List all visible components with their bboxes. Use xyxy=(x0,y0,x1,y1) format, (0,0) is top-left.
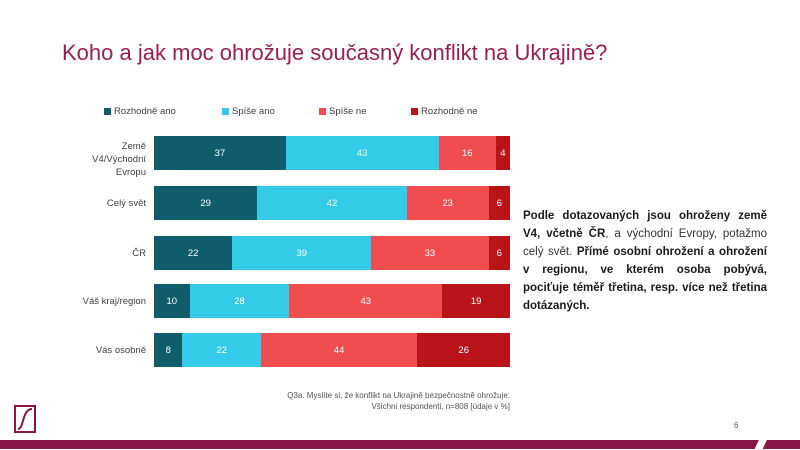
data-label: 22 xyxy=(216,344,227,356)
page-title: Koho a jak moc ohrožuje současný konflik… xyxy=(62,40,608,65)
data-label: 16 xyxy=(461,147,473,159)
bar-segment: 29 xyxy=(154,186,258,220)
legend-item: Rozhodně ano xyxy=(104,106,176,117)
data-label: 39 xyxy=(296,247,308,259)
category-label: Země V4/Východní Evropu xyxy=(92,141,146,178)
legend-item: Rozhodně ne xyxy=(411,106,478,117)
category-label: Vás osobně xyxy=(95,344,146,356)
data-label: 33 xyxy=(424,247,436,259)
summary-note: Podle dotazovaných jsou ohroženy země V4… xyxy=(523,207,767,315)
legend-label: Rozhodně ano xyxy=(114,106,176,117)
source-line-2: Všichni respondenti, n=808 [údaje v %] xyxy=(371,402,510,411)
note-normal: , a východní Evropy, potažmo celý svět. xyxy=(523,228,768,258)
bar-segment: 8 xyxy=(154,333,183,367)
bar-segment: 6 xyxy=(488,236,510,270)
bar-segment: 23 xyxy=(406,186,489,220)
bar-segment: 44 xyxy=(260,333,418,367)
legend-label: Spíše ano xyxy=(232,106,275,117)
legend-item: Spíše ano xyxy=(222,106,275,117)
bar-segment: 43 xyxy=(285,136,439,170)
data-label: 44 xyxy=(333,344,345,356)
category-label: Váš kraj/region xyxy=(82,295,146,307)
category-label: ČR xyxy=(132,247,146,259)
legend-swatch xyxy=(104,108,111,115)
bar-segment: 16 xyxy=(438,136,496,170)
bar-segment: 22 xyxy=(154,236,233,270)
data-label: 6 xyxy=(496,247,502,259)
legend-swatch xyxy=(319,108,326,115)
legend-label: Spíše ne xyxy=(329,106,367,117)
data-label: 4 xyxy=(500,147,506,159)
bar-segment: 19 xyxy=(442,284,510,318)
page-number: 6 xyxy=(734,421,739,430)
bar-segment: 22 xyxy=(182,333,261,367)
note-bold-2: Přímé osobní ohrožení a ohrožení v regio… xyxy=(523,246,767,312)
data-label: 28 xyxy=(234,295,245,307)
bar-segment: 6 xyxy=(488,186,510,220)
data-label: 19 xyxy=(470,295,482,307)
legend-swatch xyxy=(411,108,418,115)
data-label: 26 xyxy=(458,344,469,356)
data-label: 6 xyxy=(496,197,502,209)
bar-segment: 33 xyxy=(371,236,489,270)
data-label: 43 xyxy=(356,147,368,159)
bar-segment: 42 xyxy=(257,186,407,220)
data-label: 22 xyxy=(187,247,199,259)
data-label: 10 xyxy=(166,295,178,307)
bar-segment: 10 xyxy=(154,284,190,318)
footer-band xyxy=(0,440,800,449)
data-label: 8 xyxy=(165,344,171,356)
data-label: 43 xyxy=(360,295,372,307)
data-label: 23 xyxy=(442,197,453,209)
legend-item: Spíše ne xyxy=(319,106,367,117)
bar-segment: 43 xyxy=(289,284,443,318)
chart-legend: Rozhodně ano Spíše ano Spíše ne Rozhodně ne xyxy=(0,106,800,120)
bar-segment: 39 xyxy=(232,236,372,270)
bar-segment: 26 xyxy=(417,333,510,367)
data-label: 29 xyxy=(200,197,211,209)
data-label: 42 xyxy=(326,197,338,209)
legend-label: Rozhodně ne xyxy=(421,106,478,117)
bar-segment: 37 xyxy=(154,136,286,170)
logo-icon xyxy=(14,405,36,433)
source-note: Q3a. Myslíte si, že konflikt na Ukrajině… xyxy=(287,390,510,412)
legend-swatch xyxy=(222,108,229,115)
category-label: Celý svět xyxy=(106,197,146,209)
source-line-1: Q3a. Myslíte si, že konflikt na Ukrajině… xyxy=(287,391,510,400)
data-label: 37 xyxy=(214,147,226,159)
bar-segment: 28 xyxy=(189,284,290,318)
note-bold-1: Podle dotazovaných jsou ohroženy země V4… xyxy=(523,210,767,240)
bar-segment: 4 xyxy=(495,136,510,170)
